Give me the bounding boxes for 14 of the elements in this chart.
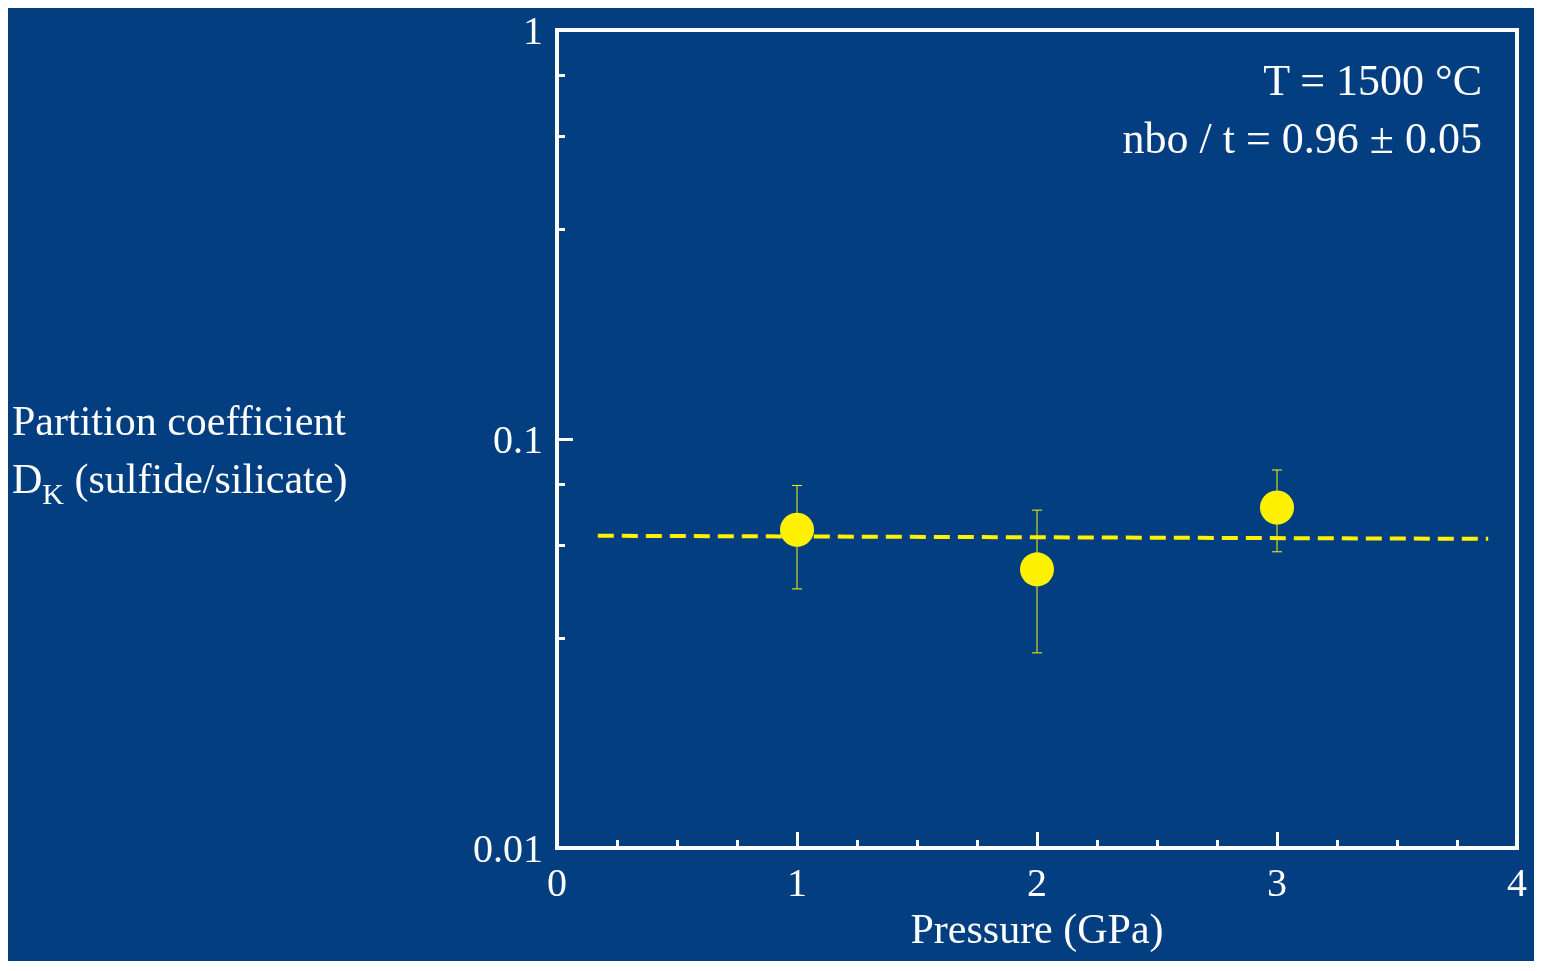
x-axis-title: Pressure (GPa) xyxy=(910,906,1164,953)
x-tick-label: 0 xyxy=(547,859,567,905)
point xyxy=(780,512,814,547)
annotation: T = 1500 °C xyxy=(1263,55,1482,105)
annotation: nbo / t = 0.96 ± 0.05 xyxy=(1122,113,1482,163)
y-tick-label: 0.1 xyxy=(493,416,543,462)
point xyxy=(1260,490,1294,525)
x-tick-label: 2 xyxy=(1027,859,1047,905)
y-tick-label: 0.01 xyxy=(473,825,543,871)
point xyxy=(1020,552,1054,587)
x-tick-label: 3 xyxy=(1267,859,1287,905)
y-tick-label: 1 xyxy=(523,7,543,53)
x-tick-label: 4 xyxy=(1507,859,1527,905)
x-tick-label: 1 xyxy=(787,859,807,905)
